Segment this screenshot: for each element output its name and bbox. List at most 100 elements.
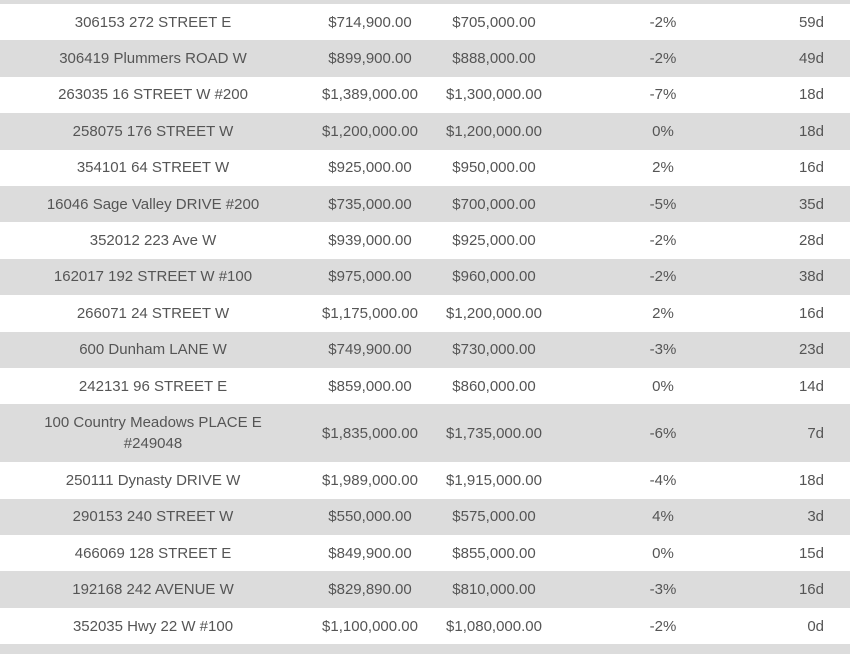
- address-cell: 16046 Sage Valley DRIVE #200: [46, 195, 260, 213]
- sale-price-cell: $730,000.00: [452, 341, 536, 359]
- sale-price-cell: $1,300,000.00: [446, 86, 542, 104]
- table-row: 306153 272 STREET E $714,900.00 $705,000.0…: [0, 4, 850, 41]
- address-cell: 250111 Dynasty DRIVE W: [65, 471, 241, 489]
- list-price-cell: $1,100,000.00: [322, 617, 418, 635]
- price-change-cell: -5%: [649, 195, 677, 213]
- sale-price-cell: $700,000.00: [452, 195, 536, 213]
- address-cell: 100 Country Meadows PLACE E #249048: [44, 414, 262, 453]
- address-cell: 242131 96 STREET E: [78, 377, 228, 395]
- sale-price-cell: $855,000.00: [452, 544, 536, 562]
- days-on-market-cell: 49d: [798, 50, 824, 68]
- address-cell: 306419 Plummers ROAD W: [59, 50, 247, 68]
- address-cell: 266071 24 STREET W: [76, 304, 230, 322]
- address-cell: 162017 192 STREET W #100: [53, 268, 253, 286]
- price-change-cell: -2%: [649, 268, 677, 286]
- list-price-cell: $714,900.00: [328, 13, 412, 31]
- table-row: 306419 Plummers ROAD W $899,900.00 $888,00…: [0, 40, 850, 77]
- price-change-cell: 0%: [652, 377, 674, 395]
- sale-price-cell: $1,200,000.00: [446, 304, 542, 322]
- days-on-market-cell: 59d: [798, 13, 824, 31]
- address-cell: 466069 128 STREET E: [74, 544, 232, 562]
- days-on-market-cell: 16d: [798, 581, 824, 599]
- table-row: 266071 24 STREET W $1,175,000.00 $1,200,00…: [0, 295, 850, 332]
- sale-price-cell: $960,000.00: [452, 268, 536, 286]
- days-on-market-cell: 18d: [798, 122, 824, 140]
- list-price-cell: $735,000.00: [328, 195, 412, 213]
- address-cell: 258075 176 STREET W: [72, 122, 234, 140]
- days-on-market-cell: 16d: [798, 159, 824, 177]
- sale-price-cell: $925,000.00: [452, 232, 536, 250]
- days-on-market-cell: 7d: [807, 424, 824, 442]
- address-cell: 263035 16 STREET W #200: [58, 86, 248, 104]
- list-price-cell: $1,989,000.00: [322, 471, 418, 489]
- sale-price-cell: $705,000.00: [452, 13, 536, 31]
- days-on-market-cell: 35d: [798, 195, 824, 213]
- price-change-cell: 0%: [652, 122, 674, 140]
- table-row: 100 Country Meadows PLACE E #249048 $1,83…: [0, 404, 850, 463]
- address-cell: 600 Dunham LANE W: [79, 341, 227, 359]
- address-cell: 192168 242 AVENUE W: [72, 581, 234, 599]
- price-change-cell: -7%: [649, 86, 677, 104]
- sale-price-cell: $1,915,000.00: [446, 471, 542, 489]
- sold-listings-table: 306153 272 STREET E $714,900.00 $705,000.0…: [0, 4, 850, 645]
- sale-price-cell: $860,000.00: [452, 377, 536, 395]
- days-on-market-cell: 3d: [807, 508, 824, 526]
- table-row: 354101 64 STREET W $925,000.00 $950,000.00…: [0, 149, 850, 186]
- address-cell: 352035 Hwy 22 W #100: [72, 617, 234, 635]
- list-price-cell: $1,389,000.00: [322, 86, 418, 104]
- list-price-cell: $1,200,000.00: [322, 122, 418, 140]
- table-row: 352035 Hwy 22 W #100 $1,100,000.00 $1,080,…: [0, 607, 850, 645]
- list-price-cell: $1,175,000.00: [322, 304, 418, 322]
- days-on-market-cell: 15d: [798, 544, 824, 562]
- table-top-edge: [0, 0, 850, 4]
- price-change-cell: 2%: [652, 304, 674, 322]
- list-price-cell: $899,900.00: [328, 50, 412, 68]
- price-change-cell: -2%: [649, 232, 677, 250]
- list-price-cell: $550,000.00: [328, 508, 412, 526]
- sale-price-cell: $1,080,000.00: [446, 617, 542, 635]
- address-cell: 352012 223 Ave W: [89, 232, 217, 250]
- days-on-market-cell: 14d: [798, 377, 824, 395]
- price-change-cell: -4%: [649, 471, 677, 489]
- list-price-cell: $749,900.00: [328, 341, 412, 359]
- price-change-cell: -2%: [649, 617, 677, 635]
- table-row: 263035 16 STREET W #200 $1,389,000.00 $1,3…: [0, 76, 850, 114]
- days-on-market-cell: 18d: [798, 86, 824, 104]
- price-change-cell: -2%: [649, 13, 677, 31]
- list-price-cell: $829,890.00: [328, 581, 412, 599]
- list-price-cell: $975,000.00: [328, 268, 412, 286]
- table-row: 192168 242 AVENUE W $829,890.00 $810,000.0…: [0, 571, 850, 608]
- table-row: 250111 Dynasty DRIVE W $1,989,000.00 $1,91…: [0, 462, 850, 499]
- price-change-cell: 4%: [652, 508, 674, 526]
- sale-price-cell: $810,000.00: [452, 581, 536, 599]
- price-change-cell: -3%: [649, 341, 677, 359]
- days-on-market-cell: 16d: [798, 304, 824, 322]
- days-on-market-cell: 23d: [798, 341, 824, 359]
- days-on-market-cell: 28d: [798, 232, 824, 250]
- price-change-cell: -6%: [649, 424, 677, 442]
- table-row: 162017 192 STREET W #100 $975,000.00 $960,…: [0, 258, 850, 296]
- sale-price-cell: $888,000.00: [452, 50, 536, 68]
- price-change-cell: -2%: [649, 50, 677, 68]
- table-row: 16046 Sage Valley DRIVE #200 $735,000.00 $…: [0, 185, 850, 223]
- sale-price-cell: $1,200,000.00: [446, 122, 542, 140]
- address-cell: 290153 240 STREET W: [72, 508, 234, 526]
- price-change-cell: 0%: [652, 544, 674, 562]
- table-row: 242131 96 STREET E $859,000.00 $860,000.00…: [0, 367, 850, 405]
- list-price-cell: $849,900.00: [328, 544, 412, 562]
- table-row: 600 Dunham LANE W $749,900.00 $730,000.00 -…: [0, 331, 850, 368]
- sale-price-cell: $950,000.00: [452, 159, 536, 177]
- sale-price-cell: $1,735,000.00: [446, 424, 542, 442]
- price-change-cell: -3%: [649, 581, 677, 599]
- table-row: 290153 240 STREET W $550,000.00 $575,000.0…: [0, 498, 850, 536]
- days-on-market-cell: 18d: [798, 471, 824, 489]
- table-row: 352012 223 Ave W $939,000.00 $925,000.00 -2…: [0, 222, 850, 259]
- list-price-cell: $925,000.00: [328, 159, 412, 177]
- list-price-cell: $1,835,000.00: [322, 424, 418, 442]
- address-cell: 354101 64 STREET W: [76, 159, 230, 177]
- table-row: 466069 128 STREET E $849,900.00 $855,000.0…: [0, 535, 850, 572]
- days-on-market-cell: 38d: [798, 268, 824, 286]
- list-price-cell: $859,000.00: [328, 377, 412, 395]
- days-on-market-cell: 0d: [807, 617, 824, 635]
- price-change-cell: 2%: [652, 159, 674, 177]
